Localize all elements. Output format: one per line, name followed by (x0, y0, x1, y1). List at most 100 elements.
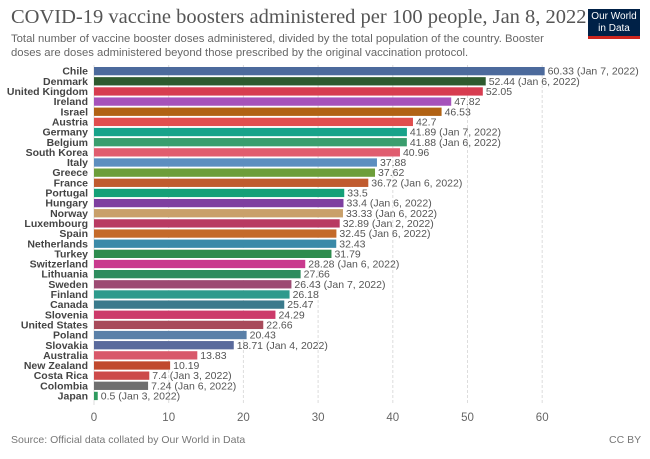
value-label-10: 37.62 (378, 167, 404, 179)
value-label-32: 0.5 (Jan 3, 2022) (101, 391, 180, 403)
category-label-7: Belgium (47, 137, 88, 149)
value-label-26: 20.43 (250, 330, 276, 342)
value-label-22: 26.18 (293, 289, 319, 301)
bar-6 (94, 127, 407, 137)
value-label-13: 33.4 (Jan 6, 2022) (346, 198, 431, 210)
value-label-6: 41.89 (Jan 7, 2022) (410, 127, 501, 139)
bar-29 (94, 361, 171, 370)
logo-line-1: Our World (591, 11, 637, 22)
category-label-14: Norway (50, 208, 88, 220)
x-tick-label-30: 30 (312, 412, 325, 424)
x-tick-label-0: 0 (91, 412, 97, 424)
bar-9 (94, 158, 377, 167)
category-label-3: Ireland (54, 96, 88, 108)
value-label-28: 13.83 (200, 350, 226, 362)
category-label-24: Slovenia (45, 309, 88, 321)
category-label-16: Spain (59, 228, 88, 240)
value-label-21: 26.43 (Jan 7, 2022) (294, 279, 385, 291)
value-label-30: 7.4 (Jan 3, 2022) (152, 370, 231, 382)
bar-21 (94, 280, 292, 289)
category-label-11: France (54, 177, 89, 189)
bar-0 (94, 67, 545, 76)
value-label-18: 31.79 (334, 248, 360, 260)
category-label-32: Japan (58, 391, 88, 403)
category-label-29: New Zealand (24, 360, 88, 372)
bar-17 (94, 239, 337, 248)
value-label-0: 60.33 (Jan 7, 2022) (548, 66, 639, 78)
bar-12 (94, 188, 345, 198)
owid-logo[interactable]: Our World in Data (588, 9, 640, 39)
bar-7 (94, 138, 407, 147)
bar-24 (94, 310, 276, 319)
category-label-17: Netherlands (27, 238, 88, 250)
category-label-5: Austria (52, 116, 88, 128)
bar-5 (94, 117, 413, 127)
license-link[interactable]: CC BY (609, 434, 642, 446)
category-label-19: Switzerland (30, 259, 88, 271)
bar-16 (94, 229, 337, 238)
value-label-4: 46.53 (445, 106, 471, 118)
value-label-27: 18.71 (Jan 4, 2022) (237, 340, 328, 352)
category-label-6: Germany (42, 127, 88, 139)
bar-27 (94, 341, 234, 350)
bar-3 (94, 97, 452, 106)
category-label-2: United Kingdom (7, 86, 88, 98)
x-tick-label-50: 50 (461, 412, 474, 424)
category-label-27: Slovakia (45, 340, 88, 352)
source-note: Source: Official data collated by Our Wo… (11, 434, 246, 446)
value-label-25: 22.66 (266, 319, 292, 331)
chart-subtitle: Total number of vaccine booster doses ad… (11, 33, 544, 59)
bar-25 (94, 320, 264, 330)
value-label-14: 33.33 (Jan 6, 2022) (346, 208, 437, 220)
value-label-7: 41.88 (Jan 6, 2022) (410, 137, 501, 149)
bar-15 (94, 219, 340, 228)
value-label-3: 47.82 (454, 96, 480, 108)
category-label-13: Hungary (45, 198, 88, 210)
value-label-1: 52.44 (Jan 6, 2022) (489, 76, 580, 88)
chart-title: COVID-19 vaccine boosters administered p… (11, 6, 587, 28)
x-tick-label-20: 20 (237, 412, 250, 424)
bar-28 (94, 351, 198, 360)
category-label-23: Canada (50, 299, 88, 311)
value-label-23: 25.47 (287, 299, 313, 311)
bar-2 (94, 87, 483, 96)
value-label-9: 37.88 (380, 157, 406, 169)
value-label-12: 33.5 (347, 188, 368, 200)
bar-8 (94, 148, 400, 157)
bar-31 (94, 381, 149, 390)
bar-30 (94, 371, 150, 380)
category-label-26: Poland (53, 330, 88, 342)
bar-20 (94, 270, 301, 279)
category-label-4: Israel (61, 106, 89, 118)
category-label-31: Colombia (40, 380, 88, 392)
category-label-21: Sweden (48, 279, 88, 291)
category-label-10: Greece (52, 167, 88, 179)
category-label-20: Lithuania (41, 269, 88, 281)
value-label-5: 42.7 (416, 116, 437, 128)
x-tick-label-40: 40 (386, 412, 399, 424)
bar-11 (94, 178, 369, 187)
value-label-8: 40.96 (403, 147, 429, 159)
bar-26 (94, 330, 247, 340)
value-label-29: 10.19 (173, 360, 199, 372)
value-label-20: 27.66 (304, 269, 330, 281)
category-label-12: Portugal (45, 188, 88, 200)
bar-4 (94, 107, 442, 116)
x-tick-label-60: 60 (536, 412, 549, 424)
value-label-17: 32.43 (339, 238, 365, 250)
bar-22 (94, 290, 290, 299)
category-label-0: Chile (62, 66, 88, 78)
bar-19 (94, 259, 306, 269)
category-label-8: South Korea (26, 147, 89, 159)
value-label-2: 52.05 (486, 86, 512, 98)
bar-10 (94, 168, 376, 177)
category-label-28: Australia (43, 350, 88, 362)
bar-14 (94, 209, 343, 218)
category-label-15: Luxembourg (24, 218, 88, 230)
value-label-19: 28.28 (Jan 6, 2022) (308, 259, 399, 271)
category-label-1: Denmark (43, 76, 88, 88)
value-label-31: 7.24 (Jan 6, 2022) (151, 380, 236, 392)
bar-23 (94, 300, 285, 309)
category-label-30: Costa Rica (34, 370, 88, 382)
